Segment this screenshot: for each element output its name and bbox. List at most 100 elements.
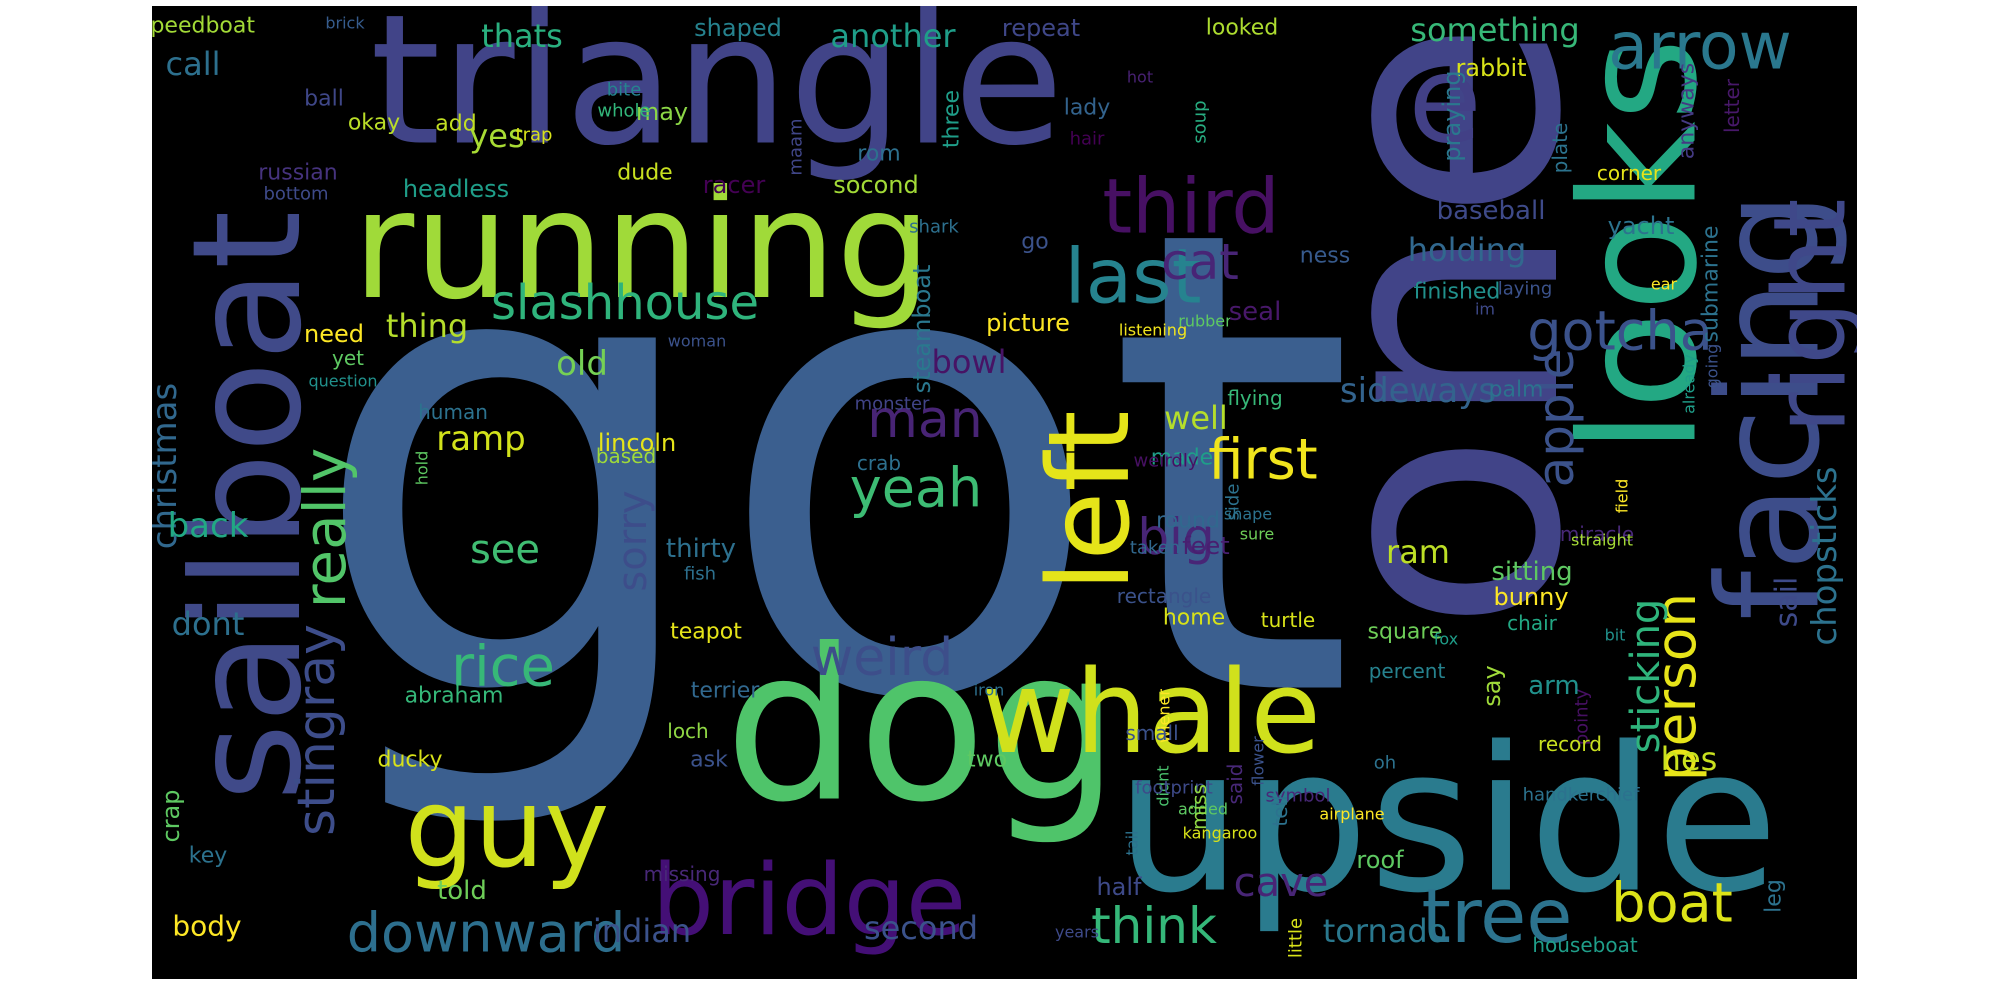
word-turtle: turtle bbox=[1261, 608, 1315, 632]
word-got: got bbox=[308, 94, 1357, 839]
word-one: one bbox=[1250, 19, 1634, 633]
word-steamboat: steamboat bbox=[908, 265, 936, 394]
word-trap: trap bbox=[516, 125, 553, 146]
word-bit: bit bbox=[1605, 626, 1626, 645]
word-thing: thing bbox=[386, 307, 468, 345]
word-looks: looks bbox=[1546, 38, 1733, 454]
word-yet: yet bbox=[332, 346, 364, 370]
word-sitting: sitting bbox=[1491, 557, 1572, 587]
word-sorry: sorry bbox=[610, 490, 656, 591]
word-sailboat: sailboat bbox=[161, 210, 335, 801]
word-tail: tail bbox=[1123, 831, 1142, 856]
word-yes: yes bbox=[469, 117, 524, 155]
word-socond: socond bbox=[833, 171, 919, 199]
word-handkerchief: handkerchief bbox=[1523, 785, 1641, 806]
word-rice: rice bbox=[451, 635, 555, 700]
word-based: based bbox=[596, 444, 656, 468]
word-leg: leg bbox=[1762, 879, 1787, 913]
word-chopsticks: chopsticks bbox=[1805, 466, 1845, 645]
word-hot: hot bbox=[1127, 68, 1153, 87]
word-square: square bbox=[1368, 620, 1443, 645]
word-sticking: sticking bbox=[1623, 599, 1669, 754]
word-okay: okay bbox=[348, 111, 400, 136]
word-ness: ness bbox=[1300, 244, 1350, 269]
word-back: back bbox=[168, 506, 249, 546]
word-another: another bbox=[830, 17, 956, 55]
word-loch: loch bbox=[667, 719, 708, 743]
word-see: see bbox=[470, 527, 540, 573]
word-question: question bbox=[308, 372, 377, 391]
word-crab: crab bbox=[857, 451, 901, 475]
word-hes: hes bbox=[1661, 740, 1718, 778]
word-dont: dont bbox=[172, 605, 245, 643]
word-person: person bbox=[1644, 593, 1708, 782]
word-shark: shark bbox=[909, 217, 959, 238]
word-home: home bbox=[1163, 606, 1225, 631]
word-symbol: symbol bbox=[1265, 786, 1330, 807]
word-third: third bbox=[1102, 162, 1279, 251]
word-tornado: tornado bbox=[1323, 912, 1448, 950]
word-may: may bbox=[636, 98, 688, 126]
word-right: right bbox=[1752, 199, 1858, 434]
word-indian: indian bbox=[593, 912, 691, 950]
word-repeat: repeat bbox=[1002, 14, 1080, 42]
word-shape: shape bbox=[1224, 505, 1272, 524]
word-well: well bbox=[1164, 399, 1228, 437]
word-key: key bbox=[189, 844, 228, 869]
word-laying: laying bbox=[1498, 279, 1553, 300]
word-ear: ear bbox=[1651, 275, 1678, 294]
word-last: last bbox=[1064, 232, 1201, 321]
word-straight: straight bbox=[1571, 531, 1633, 550]
word-tree: tree bbox=[1422, 872, 1573, 960]
word-speedboat: speedboat bbox=[152, 14, 255, 39]
word-left: left bbox=[1025, 410, 1155, 591]
word-oh: oh bbox=[1374, 753, 1396, 774]
word-teapot: teapot bbox=[670, 620, 742, 645]
word-ask: ask bbox=[690, 748, 728, 773]
word-iron: iron bbox=[974, 681, 1005, 700]
word-weirdly: weirdly bbox=[1134, 451, 1199, 472]
word-added: added bbox=[1178, 800, 1228, 819]
word-sail: sail bbox=[1770, 577, 1805, 628]
word-stingray: stingray bbox=[287, 624, 347, 836]
word-something: something bbox=[1410, 11, 1579, 49]
word-missing: missing bbox=[644, 862, 721, 886]
word-yacht: yacht bbox=[1608, 212, 1675, 240]
word-listening: listening bbox=[1119, 321, 1187, 340]
word-arrow: arrow bbox=[1608, 10, 1792, 85]
word-apple: apple bbox=[1527, 349, 1585, 488]
word-lady: lady bbox=[1064, 96, 1111, 121]
word-record: record bbox=[1538, 732, 1602, 756]
word-woman: woman bbox=[668, 332, 726, 351]
word-years: years bbox=[1055, 923, 1099, 942]
word-going: going bbox=[1703, 344, 1722, 389]
word-terrier: terrier bbox=[691, 679, 761, 704]
word-flying: flying bbox=[1227, 386, 1282, 410]
word-fish: fish bbox=[684, 564, 716, 585]
word-say: say bbox=[1478, 665, 1506, 706]
word-houseboat: houseboat bbox=[1532, 933, 1638, 957]
word-soup: soup bbox=[1190, 100, 1211, 143]
word-think: think bbox=[1091, 897, 1217, 955]
word-field: field bbox=[1613, 479, 1632, 514]
word-weird: weird bbox=[811, 628, 953, 688]
word-ducky: ducky bbox=[378, 748, 443, 773]
word-ramp: ramp bbox=[436, 419, 526, 459]
word-palm: palm bbox=[1489, 378, 1544, 403]
word-bowl: bowl bbox=[932, 343, 1007, 381]
word-didnt: didnt bbox=[1154, 765, 1173, 806]
word-taken: taken bbox=[1130, 538, 1180, 559]
word-upside: upside bbox=[1115, 705, 1778, 938]
word-go: go bbox=[1021, 230, 1048, 255]
word-picture: picture bbox=[986, 309, 1070, 337]
word-side: side bbox=[1223, 484, 1244, 521]
word-three: three bbox=[940, 90, 965, 148]
word-shaped: shaped bbox=[694, 14, 782, 42]
word-wiener: wiener bbox=[1155, 689, 1174, 743]
word-baseball: baseball bbox=[1437, 196, 1546, 226]
word-sure: sure bbox=[1240, 525, 1275, 544]
word-guy: guy bbox=[405, 764, 610, 892]
word-monster: monster bbox=[855, 394, 930, 415]
word-bridge: bridge bbox=[652, 844, 966, 958]
